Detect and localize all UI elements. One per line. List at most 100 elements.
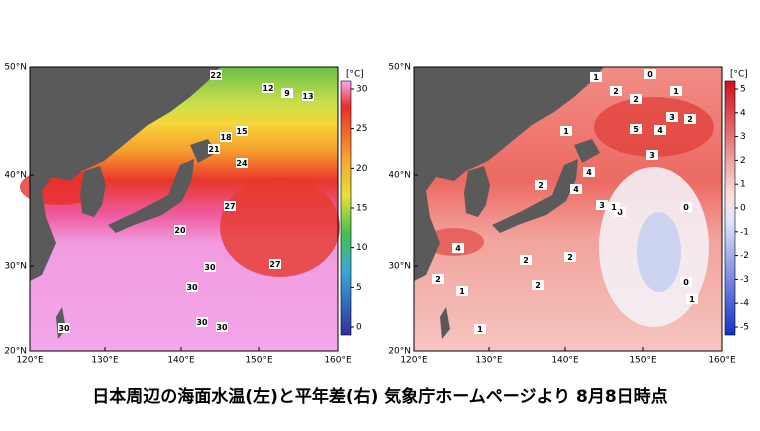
land [574, 139, 600, 163]
contour-label-box [269, 259, 281, 269]
map-frame [29, 66, 339, 352]
lon-label: 120°E [16, 356, 44, 366]
warm-area [424, 228, 484, 256]
land [464, 166, 490, 217]
contour-label: 2 [435, 275, 441, 284]
lon-label: 150°E [245, 356, 273, 366]
contour-label: 1 [689, 295, 695, 304]
contour-label-box [570, 184, 582, 194]
contour-label: 22 [210, 71, 221, 80]
contour-label-box [630, 94, 642, 104]
contour-label: 4 [573, 185, 579, 194]
contour-label-box [608, 202, 620, 212]
colorbar-tick: -4 [740, 299, 749, 309]
contour-label-box [630, 124, 642, 134]
contour-label-box [596, 200, 608, 210]
contour-label-box [302, 91, 314, 101]
lon-label: 150°E [629, 356, 657, 366]
lon-label: 160°E [324, 356, 352, 366]
contour-label-box [186, 282, 198, 292]
lat-label: 20°N [4, 347, 27, 357]
caption: 日本周辺の海面水温(左)と平年差(右) 気象庁ホームページより 8月8日時点 [92, 386, 667, 407]
land [80, 166, 106, 217]
contour-label: 15 [236, 127, 248, 136]
contour-label: 0 [617, 208, 623, 217]
colorbar-tick: 0 [356, 323, 362, 333]
colorbar-tick: -1 [740, 227, 749, 237]
lon-label: 160°E [708, 356, 736, 366]
lon-label: 140°E [551, 356, 579, 366]
contour-label: 30 [58, 324, 70, 333]
contour-label: 4 [657, 126, 663, 135]
contour-label-box [208, 144, 220, 154]
contour-label-box [281, 88, 293, 98]
contour-label: 9 [284, 89, 290, 98]
contour-label-box [520, 255, 532, 265]
contour-label: 3 [599, 201, 605, 210]
lat-label: 50°N [388, 63, 411, 73]
lat-label: 40°N [388, 171, 411, 181]
contour-label: 2 [523, 256, 529, 265]
contour-label-box [610, 86, 622, 96]
unit-label: [°C] [346, 70, 364, 80]
contour-label: 2 [535, 281, 541, 290]
contour-label: 3 [669, 113, 675, 122]
contour-label-box [535, 180, 547, 190]
colorbar-tick: 4 [740, 108, 746, 118]
contour-label: 0 [683, 203, 689, 212]
contour-label-box [590, 72, 602, 82]
contour-label: 2 [613, 87, 619, 96]
contour-label-box [680, 202, 692, 212]
contour-label-box [452, 243, 464, 253]
contour-label-box [224, 201, 236, 211]
warm-area [220, 177, 340, 277]
contour-label: 5 [633, 125, 639, 134]
land [30, 67, 220, 281]
colorbar [340, 80, 352, 336]
contour-label-box [432, 274, 444, 284]
lat-label: 50°N [4, 63, 27, 73]
contour-label: 1 [673, 87, 679, 96]
contour-label-box [532, 280, 544, 290]
contour-label-box [58, 323, 70, 333]
contour-label-box [174, 225, 186, 235]
contour-label: 30 [216, 323, 228, 332]
contour-label: 4 [586, 168, 592, 177]
contour-label: 27 [224, 202, 235, 211]
contour-label-box [654, 125, 666, 135]
contour-label: 21 [208, 145, 220, 154]
colorbar [724, 80, 736, 336]
contour-label-box [204, 262, 216, 272]
contour-label: 1 [563, 127, 569, 136]
contour-label-box [216, 322, 228, 332]
contour-label: 4 [455, 244, 461, 253]
colorbar-tick: 25 [356, 124, 367, 134]
contour-label: 30 [196, 318, 208, 327]
colorbar-tick: 0 [740, 204, 746, 214]
land [414, 67, 604, 281]
contour-label: 1 [477, 325, 483, 334]
colorbar-tick: 20 [356, 164, 368, 174]
contour-label-box [210, 70, 222, 80]
contour-label: 2 [633, 95, 639, 104]
contour-label: 13 [302, 92, 313, 101]
land [492, 159, 578, 233]
contour-label: 24 [236, 159, 248, 168]
contour-label-box [583, 167, 595, 177]
colorbar-tick: 2 [740, 156, 746, 166]
contour-label-box [474, 324, 486, 334]
contour-label-box [684, 114, 696, 124]
land [108, 159, 194, 233]
contour-label-box [666, 112, 678, 122]
lat-label: 30°N [4, 262, 27, 272]
contour-label: 1 [593, 73, 599, 82]
contour-label-box [236, 126, 248, 136]
contour-label-box [236, 158, 248, 168]
map-frame [413, 66, 723, 352]
colorbar-tick: 3 [740, 132, 746, 142]
unit-label: [°C] [730, 70, 748, 80]
lon-label: 130°E [475, 356, 503, 366]
